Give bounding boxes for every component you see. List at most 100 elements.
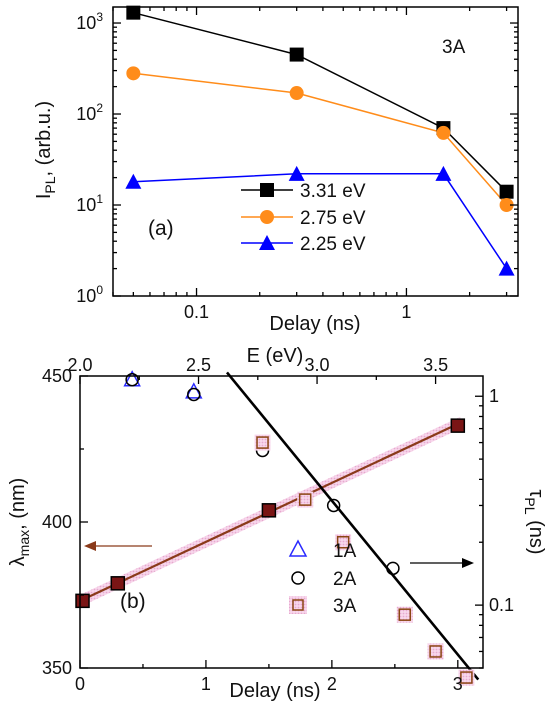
panel-a-series-lines	[133, 11, 508, 270]
y-tick-exponent: 1	[96, 192, 103, 206]
y-tick-base: 10	[76, 13, 96, 33]
x-tick-label: 1	[401, 302, 411, 322]
panel-b-plot-frame	[79, 375, 484, 669]
panel-b-right-label-symbol: τ	[525, 489, 547, 497]
tau-bg-3a-4	[427, 643, 444, 660]
point-2-25-ev-2	[435, 165, 452, 181]
panel-a-y-label-symbol: I	[33, 194, 55, 200]
panel-a-sample-label: 3A	[442, 37, 466, 58]
panel-a-plot-frame	[112, 6, 519, 297]
panel-b-x-axis-label: Delay (ns)	[229, 680, 320, 702]
series-line-2-75-ev	[133, 72, 508, 206]
tau-point-2a-0	[125, 372, 139, 387]
legend-label-2-25ev: 2.25 eV	[300, 234, 366, 255]
x2-tick-label: 2.0	[67, 355, 92, 375]
panel-b-y-label-symbol: λ	[7, 556, 29, 566]
tau-point-3a-4	[429, 645, 442, 658]
legend-item-2-25ev: 2.25 eV	[241, 234, 366, 255]
tau-bg-3a-3	[396, 606, 413, 623]
panel-b-fit-lines	[79, 371, 480, 681]
tau-point-3a-2	[336, 535, 350, 549]
legend-label-2a: 2A	[333, 569, 357, 590]
legend-item-2a: 2A	[291, 569, 357, 590]
point-2-25-ev-0	[125, 173, 142, 189]
y-tick-label: 450	[42, 366, 72, 386]
tau-point-2a-3	[326, 498, 341, 513]
x2-tick-label: 3.0	[305, 355, 330, 375]
panel-a-y-axis-label: IPL, (arb.u.)	[33, 101, 58, 199]
x-tick-label: 0	[75, 674, 85, 694]
point-2-75-ev-1	[289, 86, 304, 101]
point-3-31-ev-1	[289, 47, 304, 62]
legend-label-3a: 3A	[333, 596, 357, 617]
x-tick-label: 2	[327, 674, 337, 694]
lambda-point-0	[75, 593, 90, 609]
y-tick-base: 10	[76, 104, 96, 124]
tau-point-1a-1	[185, 382, 203, 399]
arrow-to-left-axis	[84, 541, 152, 551]
y-tick-label: 350	[42, 658, 72, 678]
series-line-3-31-ev	[133, 11, 508, 193]
panel-b-top-axis-label: E (eV)	[247, 345, 304, 367]
panel-a-label: (a)	[148, 217, 174, 240]
panel-b-markers	[75, 370, 475, 686]
panel-a-y-label-subscript: PL	[42, 176, 58, 193]
point-2-25-ev-1	[288, 165, 305, 181]
legend-item-1a: 1A	[288, 539, 357, 562]
tau-fit-line	[225, 371, 480, 681]
tau-bg-3a-2	[335, 534, 352, 551]
legend-item-3a: 3A	[289, 596, 357, 617]
panel-a-markers	[125, 5, 515, 276]
panel-b-legend: 1A 2A 3A	[288, 539, 357, 617]
panel-b-label: (b)	[120, 590, 146, 613]
y-tick-label: 103	[76, 10, 103, 33]
x2-tick-label: 2.5	[186, 355, 211, 375]
panel-b-right-label-subscript: PL	[522, 497, 538, 514]
panel-b-right-label-unit: (ns)	[525, 515, 547, 555]
panel-a-x-axis-label: Delay (ns)	[269, 313, 360, 335]
x-tick-label: 0.1	[184, 302, 209, 322]
tau-point-3a-5	[460, 671, 473, 684]
point-2-25-ev-3	[498, 260, 515, 276]
tau-point-3a-1	[298, 493, 312, 506]
tau-point-2a-1	[187, 387, 201, 402]
y-tick-base: 10	[76, 195, 96, 215]
legend-label-2-75ev: 2.75 eV	[300, 208, 366, 229]
lambda-point-3	[450, 418, 466, 433]
panel-b-ticks: 0 1 2 3 2.0 2.5 3.0 3.5 350 400 450 1 0.1	[42, 355, 514, 694]
x-tick-label: 1	[201, 674, 211, 694]
panel-a-y-label-unit: , (arb.u.)	[33, 101, 55, 177]
y-tick-label: 400	[42, 512, 72, 532]
legend-item-3-31ev: 3.31 eV	[241, 181, 366, 202]
tau-point-3a-3	[398, 608, 412, 621]
arrow-to-right-axis	[410, 558, 474, 568]
tau-bg-3a-1	[297, 491, 314, 508]
series-line-2-25-ev	[133, 173, 508, 270]
point-2-75-ev-3	[499, 198, 514, 213]
legend-item-2-75ev: 2.75 eV	[241, 208, 366, 229]
point-2-75-ev-2	[436, 125, 451, 140]
x-tick-label: 3	[453, 674, 463, 694]
legend-label-1a: 1A	[333, 541, 357, 562]
y-tick-exponent: 3	[96, 10, 103, 24]
y-tick-label: 102	[76, 101, 103, 124]
tau-bg-3a-5	[458, 669, 475, 686]
y-tick-label: 101	[76, 192, 103, 215]
lambda-point-2	[261, 503, 277, 518]
panel-a-legend: 3.31 eV 2.75 eV 2.25 eV	[241, 181, 366, 255]
y-tick-base: 10	[76, 286, 96, 306]
legend-label-3-31ev: 3.31 eV	[300, 181, 366, 202]
panel-b-y-label-subscript: max	[16, 530, 32, 556]
y2-tick-label: 1	[489, 386, 499, 406]
x2-tick-label: 3.5	[423, 355, 448, 375]
point-2-75-ev-0	[126, 66, 141, 81]
tau-point-2a-4	[386, 561, 400, 576]
panel-b-y-axis-label: λmax, (nm)	[7, 478, 32, 567]
y-tick-exponent: 2	[96, 101, 103, 115]
panel-b-y-label-unit: , (nm)	[7, 478, 29, 530]
point-3-31-ev-0	[126, 5, 141, 20]
tau-point-3a-0	[256, 436, 269, 449]
